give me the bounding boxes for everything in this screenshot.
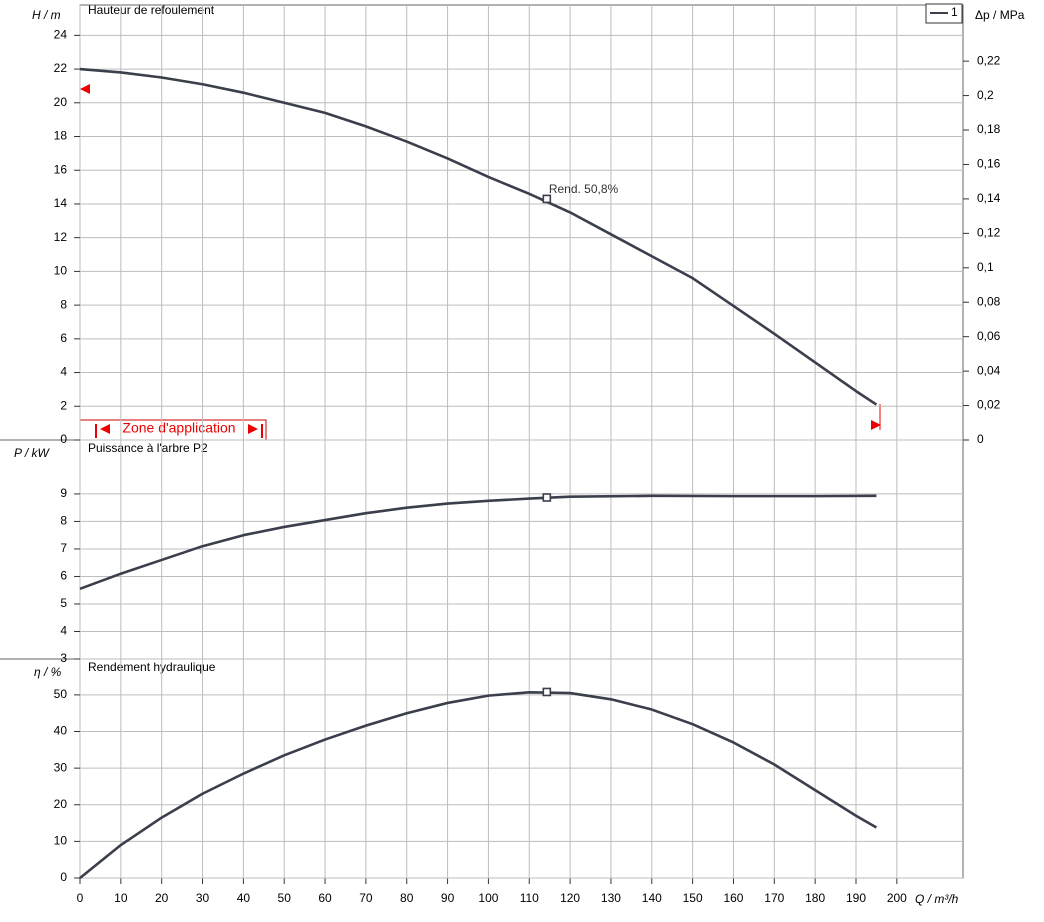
y-axis-label: P / kW <box>14 446 51 460</box>
y-tick-label: 9 <box>60 486 67 500</box>
y-axis-label: H / m <box>32 8 61 22</box>
x-tick-label: 190 <box>846 891 866 905</box>
y-tick-label: 7 <box>60 541 67 555</box>
y2-tick-label: 0,02 <box>977 398 1001 412</box>
x-tick-label: 180 <box>805 891 825 905</box>
legend-label: 1 <box>951 5 958 19</box>
x-tick-label: 100 <box>478 891 498 905</box>
x-tick-label: 140 <box>642 891 662 905</box>
curve <box>79 691 878 880</box>
y2-tick-label: 0 <box>977 432 984 446</box>
y-tick-label: 3 <box>60 651 67 665</box>
y2-tick-label: 0,22 <box>977 53 1001 67</box>
x-tick-label: 20 <box>155 891 169 905</box>
y-tick-label: 6 <box>60 569 67 583</box>
x-tick-label: 120 <box>560 891 580 905</box>
y-tick-label: 40 <box>54 724 68 738</box>
y-tick-label: 10 <box>54 834 68 848</box>
x-tick-label: 60 <box>318 891 332 905</box>
zone-limit <box>80 84 90 94</box>
y-tick-label: 50 <box>54 687 68 701</box>
y-tick-label: 30 <box>54 760 68 774</box>
x-tick-label: 170 <box>764 891 784 905</box>
y-tick-label: 12 <box>54 230 68 244</box>
zone-label: Zone d'application <box>122 420 235 436</box>
x-tick-label: 160 <box>723 891 743 905</box>
y-tick-label: 0 <box>60 870 67 884</box>
x-axis-label: Q / m³/h <box>915 892 959 906</box>
x-tick-label: 200 <box>887 891 907 905</box>
y-tick-label: 6 <box>60 331 67 345</box>
y2-tick-label: 0,06 <box>977 329 1001 343</box>
x-tick-label: 70 <box>359 891 373 905</box>
y-tick-label: 14 <box>54 196 68 210</box>
plot-frame <box>79 4 964 879</box>
annotation: Rend. 50,8% <box>549 182 619 196</box>
zone-arrow <box>248 424 258 434</box>
y-tick-label: 20 <box>54 797 68 811</box>
y2-tick-label: 0,04 <box>977 363 1001 377</box>
y-tick-label: 8 <box>60 297 67 311</box>
y2-tick-label: 0,14 <box>977 191 1001 205</box>
y-tick-label: 4 <box>60 365 67 379</box>
y-tick-label: 8 <box>60 514 67 528</box>
y-tick-label: 20 <box>54 95 68 109</box>
panel-title: Puissance à l'arbre P2 <box>88 441 208 455</box>
y-tick-label: 22 <box>54 61 68 75</box>
y2-tick-label: 0,18 <box>977 122 1001 136</box>
zone-limit <box>871 420 881 430</box>
y-tick-label: 5 <box>60 596 67 610</box>
y-tick-label: 16 <box>54 162 68 176</box>
x-tick-label: 110 <box>520 891 539 905</box>
x-tick-label: 80 <box>400 891 414 905</box>
operating-point <box>542 194 552 204</box>
x-tick-label: 90 <box>441 891 455 905</box>
y-tick-label: 18 <box>54 129 68 143</box>
y2-tick-label: 0,08 <box>977 294 1001 308</box>
y-tick-label: 4 <box>60 624 67 638</box>
x-tick-label: 130 <box>601 891 621 905</box>
x-tick-label: 10 <box>114 891 128 905</box>
y2-tick-label: 0,16 <box>977 157 1001 171</box>
y-tick-label: 0 <box>60 432 67 446</box>
panel-title: Rendement hydraulique <box>88 660 216 674</box>
y-tick-label: 2 <box>60 398 67 412</box>
x-tick-label: 50 <box>278 891 292 905</box>
y2-tick-label: 0,1 <box>977 260 994 274</box>
curve <box>79 67 878 406</box>
operating-point <box>542 687 552 697</box>
y2-tick-label: 0,12 <box>977 226 1001 240</box>
y-axis-label: η / % <box>34 665 62 679</box>
curve <box>79 494 877 591</box>
y-tick-label: 24 <box>54 28 68 42</box>
y2-tick-label: 0,2 <box>977 88 994 102</box>
x-tick-label: 150 <box>683 891 703 905</box>
x-tick-label: 0 <box>77 891 84 905</box>
operating-point <box>542 493 552 502</box>
x-tick-label: 40 <box>237 891 251 905</box>
y-tick-label: 10 <box>54 264 68 278</box>
x-tick-label: 30 <box>196 891 210 905</box>
y2-axis-label: Δp / MPa <box>975 8 1025 22</box>
panel-title: Hauteur de refoulement <box>88 3 215 17</box>
zone-arrow <box>100 424 110 434</box>
